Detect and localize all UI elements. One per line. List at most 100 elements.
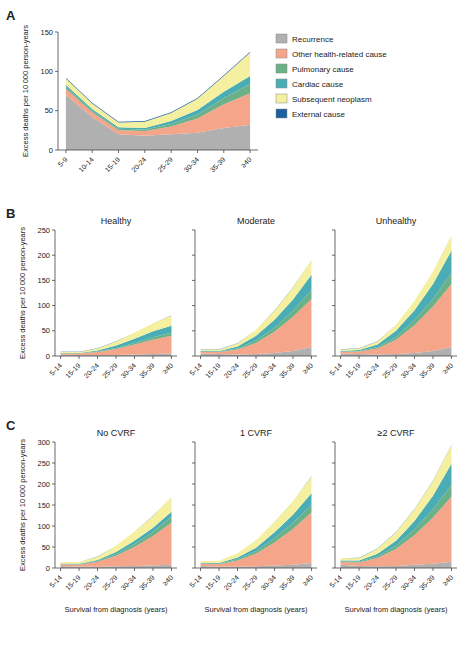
x-tick — [274, 356, 275, 359]
y-tick — [192, 442, 195, 443]
legend-swatch — [276, 109, 287, 118]
y-tick — [55, 71, 58, 72]
x-tick-label: ≥40 — [441, 362, 454, 375]
x-tick-label: 5-14 — [328, 574, 343, 589]
x-tick-label: 20-24 — [130, 156, 148, 174]
y-tick-label: 300 — [37, 438, 50, 447]
x-tick-label: 20-24 — [223, 362, 241, 380]
y-axis-label: Excess deaths per 10 000 person-years — [21, 25, 30, 157]
area — [201, 476, 312, 561]
y-tick-label: 0 — [46, 564, 50, 573]
y-axis-line — [335, 230, 336, 356]
x-tick-label: ≥40 — [301, 574, 314, 587]
panel: 5-1415-1920-2425-2930-3435-39≥40Unhealth… — [328, 216, 457, 379]
y-tick-label: 200 — [37, 480, 50, 489]
legend-swatch — [276, 79, 287, 88]
y-tick — [52, 442, 55, 443]
y-tick — [192, 255, 195, 256]
x-tick — [311, 356, 312, 359]
y-tick-label: 0 — [46, 352, 50, 361]
y-tick — [52, 547, 55, 548]
y-tick — [52, 484, 55, 485]
x-tick — [414, 356, 415, 359]
plot-area — [341, 445, 452, 568]
legend-label: Cardiac cause — [292, 80, 344, 89]
x-tick — [377, 568, 378, 571]
x-tick — [219, 356, 220, 359]
y-tick — [55, 32, 58, 33]
y-tick — [192, 330, 195, 331]
x-tick-label: 15-19 — [204, 574, 222, 592]
x-tick-label: 30-34 — [260, 574, 278, 592]
y-tick — [332, 484, 335, 485]
x-tick — [97, 356, 98, 359]
y-tick-label: 250 — [37, 459, 50, 468]
area — [61, 497, 172, 564]
x-tick-label: ≥40 — [240, 156, 253, 169]
x-tick-label: 25-29 — [156, 156, 174, 174]
y-tick — [192, 280, 195, 281]
x-axis-line — [58, 150, 258, 151]
x-tick-label: 15-19 — [204, 362, 222, 380]
x-tick — [223, 150, 224, 153]
y-tick — [332, 463, 335, 464]
plot-area — [341, 235, 452, 356]
y-tick — [332, 255, 335, 256]
x-tick-label: 5-14 — [48, 362, 63, 377]
legend-label: Recurrence — [292, 35, 334, 44]
area — [66, 52, 250, 128]
x-tick — [171, 150, 172, 153]
panel-letter: C — [6, 418, 16, 433]
x-tick-label: 20-24 — [223, 574, 241, 592]
y-tick — [52, 305, 55, 306]
x-tick — [292, 356, 293, 359]
y-tick — [55, 110, 58, 111]
title: 1 CVRF — [240, 428, 273, 438]
x-tick-label: 20-24 — [363, 362, 381, 380]
plot-area — [61, 316, 172, 356]
x-tick-label: 25-29 — [241, 362, 259, 380]
y-axis-line — [195, 230, 196, 356]
y-tick — [192, 230, 195, 231]
x-tick-label: ≥40 — [301, 362, 314, 375]
x-tick-label: 35-39 — [418, 574, 436, 592]
panel: 5-1415-1920-2425-2930-3435-39≥401 CVRFSu… — [188, 428, 317, 614]
x-tick — [118, 150, 119, 153]
title: ≥2 CVRF — [378, 428, 415, 438]
x-tick-label: 10-14 — [77, 156, 95, 174]
area — [341, 235, 452, 349]
y-axis-line — [55, 230, 56, 356]
x-tick — [200, 568, 201, 571]
x-tick-label: 30-34 — [120, 574, 138, 592]
x-tick — [200, 356, 201, 359]
x-tick — [60, 568, 61, 571]
legend-swatch — [276, 64, 287, 73]
legend-swatch — [276, 49, 287, 58]
x-tick — [396, 356, 397, 359]
area — [201, 260, 312, 351]
plot-area — [66, 52, 250, 150]
x-tick — [97, 568, 98, 571]
area — [341, 251, 452, 352]
legend-label: Other health-related cause — [292, 50, 387, 59]
area — [201, 476, 312, 563]
y-tick — [52, 280, 55, 281]
x-tick-label: 15-19 — [344, 574, 362, 592]
x-tick-label: 20-24 — [363, 574, 381, 592]
y-tick — [332, 526, 335, 527]
x-tick-label: 5-14 — [328, 362, 343, 377]
x-tick-label: 35-39 — [418, 362, 436, 380]
x-tick — [432, 356, 433, 359]
y-tick-label: 150 — [37, 276, 50, 285]
x-tick — [134, 356, 135, 359]
x-tick-label: 30-34 — [120, 362, 138, 380]
x-tick-label: 15-19 — [64, 362, 82, 380]
panel: 5-1415-1920-2425-2930-3435-39≥40Moderate — [188, 216, 317, 379]
legend-swatch — [276, 34, 287, 43]
x-tick — [359, 568, 360, 571]
x-tick — [451, 356, 452, 359]
panel: 0501001505-910-1415-1920-2425-2930-3435-… — [6, 8, 387, 173]
y-tick-label: 50 — [42, 326, 50, 335]
x-tick — [79, 568, 80, 571]
x-tick-label: ≥40 — [161, 362, 174, 375]
